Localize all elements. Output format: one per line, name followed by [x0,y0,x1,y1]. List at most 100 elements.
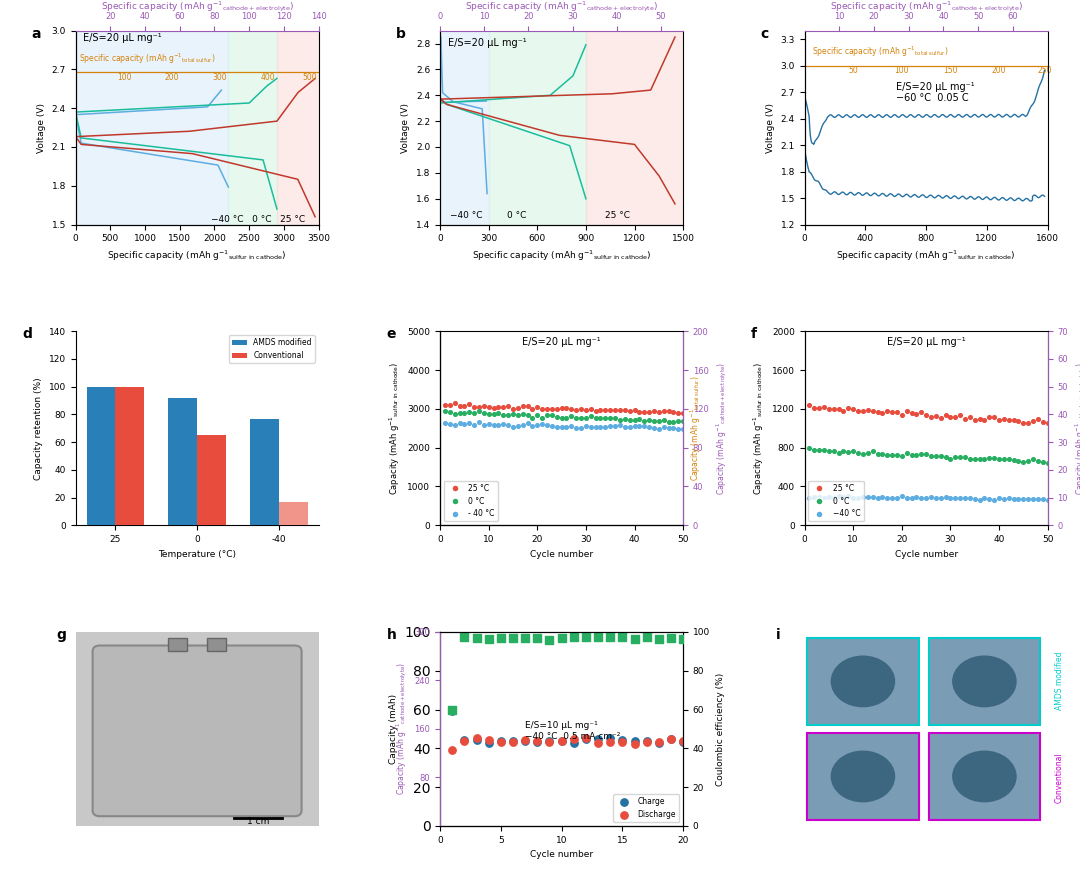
Text: i: i [775,628,780,642]
Point [650,422,667,436]
Text: E/S=20 μL mg⁻¹: E/S=20 μL mg⁻¹ [448,38,527,48]
Point [860,446,877,460]
Discharge [638,735,656,749]
Point [602,630,619,644]
Point [990,491,1008,505]
Text: f: f [752,328,757,342]
Text: h: h [387,628,396,642]
X-axis label: Cycle number: Cycle number [530,550,593,558]
Point [674,406,692,420]
Point [903,448,920,462]
Point [806,489,823,503]
Point [845,444,862,458]
Point [1015,416,1032,430]
Point [451,416,469,430]
Charge [468,733,485,747]
Point [801,440,819,454]
Legend: 25 °C, 0 °C, - 40 °C: 25 °C, 0 °C, - 40 °C [444,481,498,522]
Point [936,450,955,464]
Point [592,411,609,425]
Point [670,414,687,428]
Charge [602,731,619,745]
Point [516,631,534,645]
Charge [638,734,656,748]
Bar [168,398,197,525]
Point [596,403,613,417]
Point [967,452,984,466]
Point [951,408,969,422]
Point [499,399,517,413]
Text: −40 °C   0 °C   25 °C: −40 °C 0 °C 25 °C [211,215,306,224]
Point [946,491,964,505]
X-axis label: Cycle number: Cycle number [530,850,593,859]
Text: 500: 500 [302,73,316,82]
Discharge [516,732,534,746]
Point [495,407,512,421]
Point [631,419,648,433]
Point [918,407,935,421]
Point [860,403,877,417]
Point [660,414,677,428]
Point [456,399,473,413]
Point [489,418,508,432]
X-axis label: Specific capacity (mAh g$^{-1}$$_{\mathregular{sulfur\ in\ cathode}}$): Specific capacity (mAh g$^{-1}$$_{\mathr… [472,249,651,263]
Point [442,405,459,419]
Point [825,490,842,504]
Point [840,445,858,459]
Point [577,411,594,425]
Point [650,414,667,428]
Point [607,403,624,417]
Point [922,490,940,504]
FancyBboxPatch shape [929,638,1040,725]
Point [864,444,881,458]
Point [549,402,566,416]
Point [922,410,940,424]
Point [572,402,590,416]
Point [899,405,916,419]
Discharge [565,732,582,746]
Bar [197,435,226,525]
Charge [504,734,522,748]
Point [936,490,955,504]
Discharge [626,738,644,752]
Point [626,420,644,434]
Point [616,413,633,427]
Point [611,419,629,433]
Point [674,632,692,646]
Charge [444,704,461,718]
Point [913,405,930,419]
Point [946,450,964,464]
Text: 100: 100 [894,66,909,75]
Point [611,413,629,427]
Text: Conventional: Conventional [1055,753,1064,802]
Point [616,403,633,417]
Point [806,401,823,415]
Text: Specific capacity (mAh g$^{-1}$$_{\mathregular{total\ sulfur}}$): Specific capacity (mAh g$^{-1}$$_{\mathr… [812,45,948,59]
Point [946,410,964,424]
Point [524,412,541,426]
Point [840,489,858,503]
Text: AMDS modified: AMDS modified [1055,651,1064,710]
Point [815,443,833,457]
FancyBboxPatch shape [807,732,919,820]
Point [1015,454,1032,468]
Point [640,413,658,427]
Point [577,630,594,644]
X-axis label: Cycle number: Cycle number [894,550,958,558]
Text: E/S=10 μL mg⁻¹
−40 °C  0.5 mA cm⁻²: E/S=10 μL mg⁻¹ −40 °C 0.5 mA cm⁻² [525,721,621,740]
Point [543,402,561,416]
Point [961,410,978,424]
X-axis label: Specific capacity (mAh g$^{-1}$$_{\mathregular{sulfur\ in\ cathode}}$): Specific capacity (mAh g$^{-1}$$_{\mathr… [836,249,1016,263]
Point [815,491,833,505]
Point [1024,492,1041,506]
Point [646,414,663,428]
Point [1039,493,1056,507]
Point [1029,454,1047,468]
Legend: AMDS modified, Conventional: AMDS modified, Conventional [229,335,314,363]
X-axis label: Specific capacity (mAh g$^{-1}$$_{\mathregular{cathode+electrolyte}}$): Specific capacity (mAh g$^{-1}$$_{\mathr… [100,0,294,14]
Bar [168,638,188,651]
Point [922,449,940,463]
Y-axis label: Capacity (mAh g$^{-1}$$_{\mathregular{cathode+electrolyte}}$): Capacity (mAh g$^{-1}$$_{\mathregular{ca… [714,362,729,495]
Discharge [456,734,473,748]
Point [436,404,454,418]
